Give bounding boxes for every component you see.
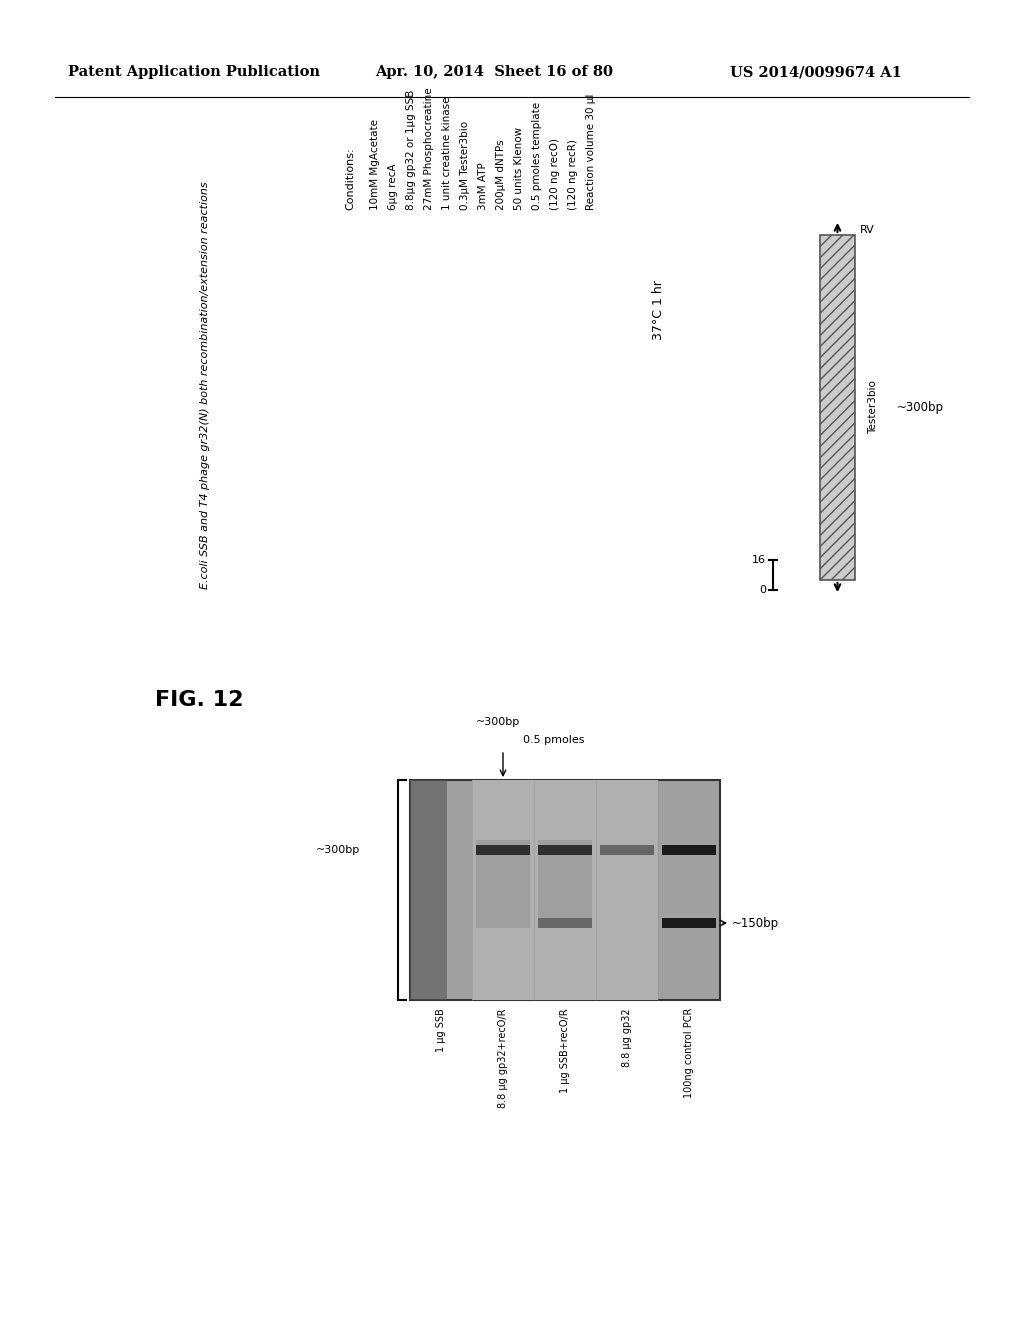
Text: 1 μg SSB+recO/R: 1 μg SSB+recO/R: [560, 1008, 570, 1093]
Text: 0.3μM Tester3bio: 0.3μM Tester3bio: [460, 121, 470, 210]
Text: 1 μg SSB: 1 μg SSB: [436, 1008, 446, 1052]
Text: 27mM Phosphocreatine: 27mM Phosphocreatine: [424, 87, 434, 210]
Bar: [476, 841, 530, 928]
Bar: [538, 917, 592, 928]
Text: RV: RV: [860, 224, 874, 235]
Text: 8.8 μg gp32+recO/R: 8.8 μg gp32+recO/R: [498, 1008, 508, 1107]
Text: 16: 16: [752, 554, 766, 565]
Bar: [538, 841, 592, 928]
Bar: [476, 845, 530, 855]
Text: 6μg recA: 6μg recA: [388, 164, 398, 210]
Bar: [600, 845, 654, 855]
Text: ~300bp: ~300bp: [315, 845, 360, 855]
Text: 50 units Klenow: 50 units Klenow: [514, 127, 524, 210]
Bar: [410, 780, 720, 1001]
Text: 0.5 pmoles: 0.5 pmoles: [523, 735, 585, 744]
Text: (120 ng recO): (120 ng recO): [550, 139, 560, 210]
Text: 8.8μg gp32 or 1μg SSB: 8.8μg gp32 or 1μg SSB: [406, 90, 416, 210]
Text: ~300bp: ~300bp: [476, 717, 520, 727]
Text: Apr. 10, 2014  Sheet 16 of 80: Apr. 10, 2014 Sheet 16 of 80: [375, 65, 613, 79]
Text: 100ng control PCR: 100ng control PCR: [684, 1008, 694, 1098]
Text: Tester3bio: Tester3bio: [868, 380, 878, 434]
Bar: [820, 235, 855, 579]
Text: E.coli SSB and T4 phage gr32(N) both recombination/extension reactions: E.coli SSB and T4 phage gr32(N) both rec…: [200, 181, 210, 589]
Bar: [410, 780, 447, 1001]
Text: Patent Application Publication: Patent Application Publication: [68, 65, 319, 79]
Text: 10mM MgAcetate: 10mM MgAcetate: [370, 119, 380, 210]
Text: US 2014/0099674 A1: US 2014/0099674 A1: [730, 65, 902, 79]
Text: Reaction volume 30 μl: Reaction volume 30 μl: [586, 94, 596, 210]
Text: ~300bp: ~300bp: [897, 401, 944, 414]
Text: 0: 0: [759, 585, 766, 595]
Bar: [596, 780, 658, 1001]
Text: 200μM dNTPs: 200μM dNTPs: [496, 140, 506, 210]
Text: 1 unit creatine kinase: 1 unit creatine kinase: [442, 96, 452, 210]
Bar: [662, 845, 716, 855]
Text: (120 ng recR): (120 ng recR): [568, 139, 578, 210]
Text: 37°C 1 hr: 37°C 1 hr: [651, 280, 665, 341]
Bar: [538, 845, 592, 855]
Bar: [472, 780, 534, 1001]
Text: 3mM ATP: 3mM ATP: [478, 162, 488, 210]
Text: FIG. 12: FIG. 12: [155, 690, 244, 710]
Text: 8.8 μg gp32: 8.8 μg gp32: [622, 1008, 632, 1067]
Text: ~150bp: ~150bp: [732, 916, 779, 929]
Text: 0.5 pmoles template: 0.5 pmoles template: [532, 102, 542, 210]
Text: Conditions:: Conditions:: [345, 148, 355, 210]
Bar: [662, 917, 716, 928]
Bar: [534, 780, 596, 1001]
